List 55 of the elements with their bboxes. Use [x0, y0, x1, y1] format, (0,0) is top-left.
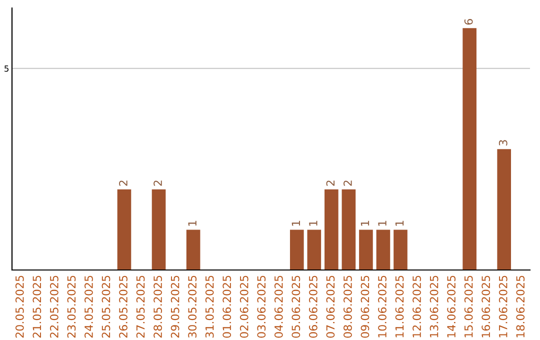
x-tick-label: 31.05.2025 [205, 276, 214, 338]
x-tick-label: 15.06.2025 [464, 276, 473, 338]
bar [290, 230, 304, 270]
x-tick-label: 28.05.2025 [154, 276, 162, 338]
x-tick-label: 03.06.2025 [257, 276, 266, 338]
x-tick-label: 02.06.2025 [240, 276, 248, 338]
bar [376, 230, 390, 270]
bar [394, 230, 408, 270]
data-label: 1 [309, 220, 318, 226]
x-tick-label: 23.05.2025 [67, 276, 76, 338]
x-tick-label: 11.06.2025 [395, 276, 404, 338]
x-tick-label: 30.05.2025 [188, 276, 197, 338]
data-label: 3 [498, 140, 508, 146]
data-label: 6 [464, 19, 473, 25]
x-tick-label: 18.06.2025 [516, 276, 525, 338]
x-tick-label: 17.06.2025 [498, 276, 508, 338]
x-tick-label: 08.06.2025 [344, 276, 352, 338]
bar [342, 189, 356, 270]
x-tick-label: 13.06.2025 [430, 276, 438, 338]
bar [324, 189, 338, 270]
data-label: 1 [395, 220, 404, 226]
bar [307, 230, 322, 270]
x-tick-label: 21.05.2025 [32, 276, 42, 338]
data-label: 1 [188, 220, 196, 226]
x-tick-label: 09.06.2025 [360, 276, 370, 338]
x-tick-label: 22.05.2025 [50, 276, 58, 338]
bar [152, 189, 166, 270]
data-label: 2 [154, 180, 162, 186]
x-tick-label: 29.05.2025 [170, 276, 180, 338]
x-tick-label: 24.05.2025 [84, 276, 93, 338]
bar [117, 189, 132, 270]
x-tick-label: 16.06.2025 [482, 276, 490, 338]
x-tick-label: 25.05.2025 [102, 276, 110, 338]
x-tick-label: 05.06.2025 [292, 276, 300, 338]
x-tick-label: 01.06.2025 [222, 276, 232, 338]
x-tick-label: 04.06.2025 [274, 276, 283, 338]
x-tick-label: 10.06.2025 [378, 276, 386, 338]
x-tick-label: 14.06.2025 [447, 276, 456, 338]
data-label: 1 [360, 220, 370, 226]
x-tick-label: 20.05.2025 [15, 276, 24, 338]
bar [497, 149, 512, 270]
x-tick-label: 12.06.2025 [412, 276, 421, 338]
x-tick-label: 27.05.2025 [136, 276, 145, 338]
bar [359, 230, 373, 270]
data-label: 2 [119, 180, 128, 186]
bar [186, 230, 200, 270]
x-tick-label: 26.05.2025 [119, 276, 128, 338]
data-label: 2 [326, 180, 334, 186]
data-label: 1 [378, 220, 386, 226]
bar [462, 28, 476, 270]
y-tick-label: 5 [4, 66, 8, 72]
x-tick-label: 06.06.2025 [308, 276, 318, 338]
x-tick-label: 07.06.2025 [326, 276, 335, 338]
data-label: 2 [344, 180, 352, 186]
data-label: 1 [292, 220, 300, 226]
